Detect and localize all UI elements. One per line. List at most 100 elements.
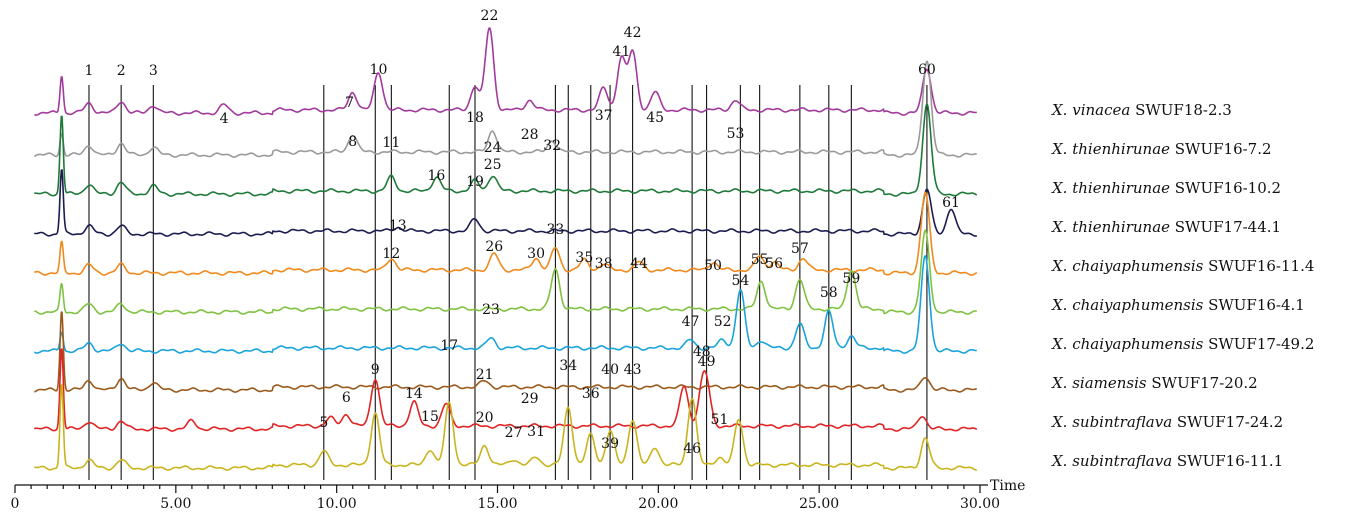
trace-series-2 — [34, 103, 978, 197]
legend-entry-5: X. chaiyaphumensis SWUF16-4.1 — [1051, 296, 1305, 314]
trace-series-1 — [33, 60, 977, 158]
peak-label-7: 7 — [345, 95, 354, 111]
legend-species-8: X. subintraflava — [1051, 413, 1172, 431]
peak-label-31: 31 — [527, 424, 545, 440]
peak-label-14: 14 — [405, 386, 423, 402]
legend-strain-4: SWUF16-11.4 — [1203, 257, 1314, 275]
peak-label-16: 16 — [427, 168, 445, 184]
peak-label-58: 58 — [820, 285, 838, 301]
x-tick-label-4: 20.00 — [638, 496, 678, 512]
legend-strain-6: SWUF17-49.2 — [1203, 335, 1314, 353]
x-axis-label: Time — [990, 478, 1025, 494]
chromatogram-traces — [33, 27, 978, 471]
legend-strain-8: SWUF17-24.2 — [1172, 413, 1283, 431]
legend-species-7: X. siamensis — [1051, 374, 1147, 392]
peak-label-43: 43 — [624, 362, 642, 378]
legend-entry-2: X. thienhirunae SWUF16-10.2 — [1051, 179, 1281, 197]
trace-series-7 — [34, 311, 977, 393]
peak-label-11: 11 — [382, 135, 400, 151]
peak-label-9: 9 — [371, 362, 380, 378]
peak-label-34: 34 — [559, 358, 577, 374]
peak-label-27: 27 — [505, 425, 523, 441]
peak-label-35: 35 — [575, 250, 593, 266]
peak-label-8: 8 — [348, 134, 357, 150]
peak-label-52: 52 — [714, 314, 732, 330]
peak-label-32: 32 — [543, 138, 561, 154]
peak-label-3: 3 — [149, 63, 158, 79]
peak-labels: 1 2 34567891011121314151617181920212223242… — [85, 8, 960, 457]
x-tick-label-2: 10.00 — [317, 496, 357, 512]
legend-species-1: X. thienhirunae — [1051, 140, 1170, 158]
peak-label-36: 36 — [582, 386, 600, 402]
x-axis: 0 5.00 10.00 15.00 20.00 25.00 30.00 Time — [11, 478, 1026, 512]
legend-species-5: X. chaiyaphumensis — [1051, 296, 1204, 314]
peak-label-17: 17 — [440, 338, 458, 354]
legend-entry-3: X. thienhirunae SWUF17-44.1 — [1051, 218, 1281, 236]
peak-label-21: 21 — [476, 367, 494, 383]
peak-label-38: 38 — [595, 256, 613, 272]
legend-species-4: X. chaiyaphumensis — [1051, 257, 1204, 275]
peak-label-30: 30 — [527, 246, 545, 262]
peak-label-28: 28 — [521, 127, 539, 143]
legend-strain-1: SWUF16-7.2 — [1170, 140, 1272, 158]
peak-label-25: 25 — [484, 157, 502, 173]
peak-label-22: 22 — [481, 8, 499, 24]
peak-label-19: 19 — [466, 174, 484, 190]
x-tick-label-3: 15.00 — [477, 496, 517, 512]
peak-label-13: 13 — [389, 218, 407, 234]
peak-label-48: 48 — [693, 344, 711, 360]
peak-label-49: 49 — [698, 354, 716, 370]
legend-entry-9: X. subintraflava SWUF16-11.1 — [1051, 452, 1283, 470]
legend-species-2: X. thienhirunae — [1051, 179, 1170, 197]
trace-series-6 — [33, 255, 977, 354]
peak-label-46: 46 — [683, 441, 701, 457]
peak-label-6: 6 — [342, 390, 351, 406]
peak-label-15: 15 — [421, 409, 439, 425]
legend-species-0: X. vinacea — [1051, 101, 1130, 119]
peak-label-2: 2 — [117, 63, 126, 79]
legend-entry-6: X. chaiyaphumensis SWUF17-49.2 — [1051, 335, 1314, 353]
legend-strain-5: SWUF16-4.1 — [1203, 296, 1305, 314]
legend-entry-4: X. chaiyaphumensis SWUF16-11.4 — [1051, 257, 1314, 275]
peak-label-24: 24 — [484, 140, 502, 156]
peak-label-41: 41 — [612, 44, 630, 60]
peak-label-45: 45 — [646, 110, 664, 126]
peak-label-54: 54 — [731, 273, 749, 289]
legend-entry-1: X. thienhirunae SWUF16-7.2 — [1051, 140, 1272, 158]
legend-strain-7: SWUF17-20.2 — [1147, 374, 1258, 392]
peak-label-12: 12 — [382, 246, 400, 262]
x-tick-label-5: 25.00 — [799, 496, 839, 512]
peak-label-5: 5 — [319, 415, 328, 431]
trace-series-9 — [34, 384, 977, 471]
peak-label-1: 1 — [85, 63, 94, 79]
peak-label-4: 4 — [220, 111, 229, 127]
legend: X. vinacea SWUF18-2.3 X. thienhirunae SWU… — [1051, 101, 1314, 470]
peak-label-10: 10 — [370, 62, 388, 78]
peak-label-47: 47 — [682, 314, 700, 330]
peak-label-56: 56 — [765, 256, 783, 272]
peak-label-33: 33 — [546, 222, 564, 238]
peak-label-23: 23 — [482, 302, 500, 318]
peak-label-61: 61 — [942, 195, 960, 211]
peak-label-50: 50 — [704, 258, 722, 274]
peak-label-60: 60 — [918, 62, 936, 78]
peak-label-44: 44 — [630, 256, 648, 272]
x-tick-label-0: 0 — [11, 496, 20, 512]
legend-strain-3: SWUF17-44.1 — [1170, 218, 1281, 236]
peak-label-53: 53 — [727, 126, 745, 142]
legend-entry-8: X. subintraflava SWUF17-24.2 — [1051, 413, 1283, 431]
trace-series-0 — [34, 27, 977, 116]
legend-strain-2: SWUF16-10.2 — [1170, 179, 1281, 197]
trace-series-4 — [34, 191, 978, 276]
peak-label-55: 55 — [751, 252, 769, 268]
peak-label-40: 40 — [601, 362, 619, 378]
legend-strain-9: SWUF16-11.1 — [1172, 452, 1283, 470]
peak-label-59: 59 — [842, 271, 860, 287]
peak-label-18: 18 — [466, 110, 484, 126]
peak-label-26: 26 — [485, 239, 503, 255]
legend-entry-0: X. vinacea SWUF18-2.3 — [1051, 101, 1232, 119]
peak-label-20: 20 — [476, 410, 494, 426]
legend-strain-0: SWUF18-2.3 — [1130, 101, 1232, 119]
trace-series-5 — [34, 229, 977, 315]
